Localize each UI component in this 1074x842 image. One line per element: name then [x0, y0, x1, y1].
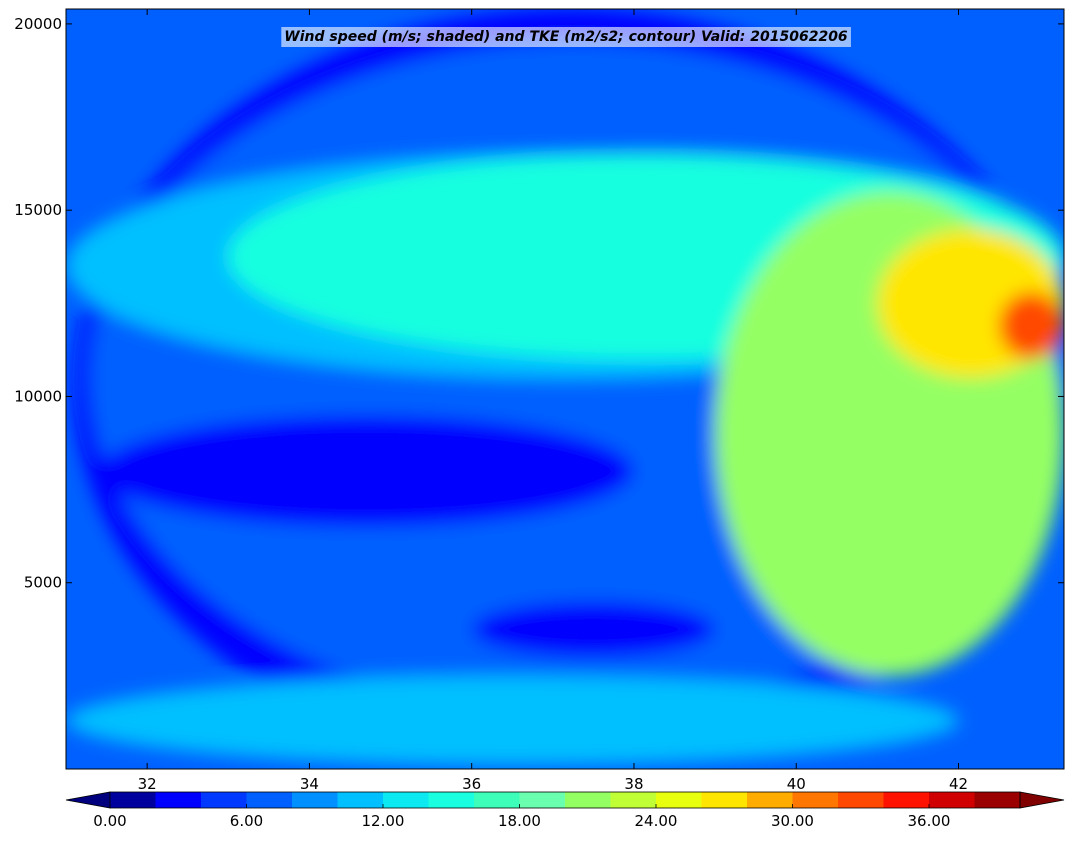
colorbar-segment [337, 792, 384, 808]
field-region [471, 601, 716, 658]
colorbar-segment [428, 792, 475, 808]
y-tick-label: 15000 [14, 201, 62, 219]
x-tick-label: 32 [138, 775, 157, 793]
colorbar-segment [292, 792, 338, 808]
field-region [66, 675, 959, 766]
plot-frame [65, 8, 1065, 770]
colorbar-segment [519, 792, 566, 808]
y-tick-label: 20000 [14, 15, 62, 33]
colorbar: 0.00 6.00 12.00 18.00 24.00 30.00 36.00 [65, 791, 1065, 830]
colorbar-tick-label: 24.00 [635, 812, 678, 830]
shaded-field [66, 9, 1064, 766]
colorbar-tick-label: 6.00 [230, 812, 263, 830]
colorbar-tick-label: 0.00 [93, 812, 126, 830]
colorbar-segment [383, 792, 429, 808]
colorbar-segment [246, 792, 293, 808]
colorbar-segment [792, 792, 839, 808]
colorbar-segment [747, 792, 793, 808]
title-background [281, 27, 851, 47]
chart-title: Wind speed (m/s; shaded) and TKE (m2/s2;… [284, 29, 848, 45]
colorbar-tick-label: 36.00 [908, 812, 951, 830]
colorbar-frame [109, 791, 1021, 809]
x-tick-label: 42 [949, 775, 968, 793]
x-tick-label: 38 [624, 775, 643, 793]
colorbar-segment [474, 792, 520, 808]
colorbar-segment [201, 792, 247, 808]
colorbar-tick-label: 18.00 [498, 812, 541, 830]
colorbar-segment [883, 792, 930, 808]
colorbar-segment [656, 792, 702, 808]
x-tick-label: 34 [300, 775, 319, 793]
colorbar-over-arrow [1019, 791, 1065, 809]
y-tick-label: 10000 [14, 387, 62, 405]
colorbar-segment [838, 792, 884, 808]
x-tick-label: 36 [462, 775, 481, 793]
colorbar-segment [110, 792, 156, 808]
colorbar-segment [155, 792, 202, 808]
colorbar-tick-label: 12.00 [362, 812, 405, 830]
chart-title-group: Wind speed (m/s; shaded) and TKE (m2/s2;… [281, 27, 851, 47]
colorbar-segment [974, 792, 1021, 808]
y-axis: 5000 10000 15000 20000 [14, 15, 1064, 592]
x-axis: 32 34 36 38 40 42 [138, 9, 968, 793]
x-tick-label: 40 [787, 775, 806, 793]
colorbar-segment [565, 792, 611, 808]
colorbar-under-arrow [65, 791, 111, 809]
colorbar-segment [701, 792, 748, 808]
colorbar-segment [610, 792, 657, 808]
plot-area [66, 9, 1064, 769]
y-tick-label: 5000 [24, 574, 62, 592]
field-region [999, 292, 1064, 360]
colorbar-tick-label: 30.00 [771, 812, 814, 830]
colorbar-segment [929, 792, 975, 808]
field-region [98, 415, 634, 527]
